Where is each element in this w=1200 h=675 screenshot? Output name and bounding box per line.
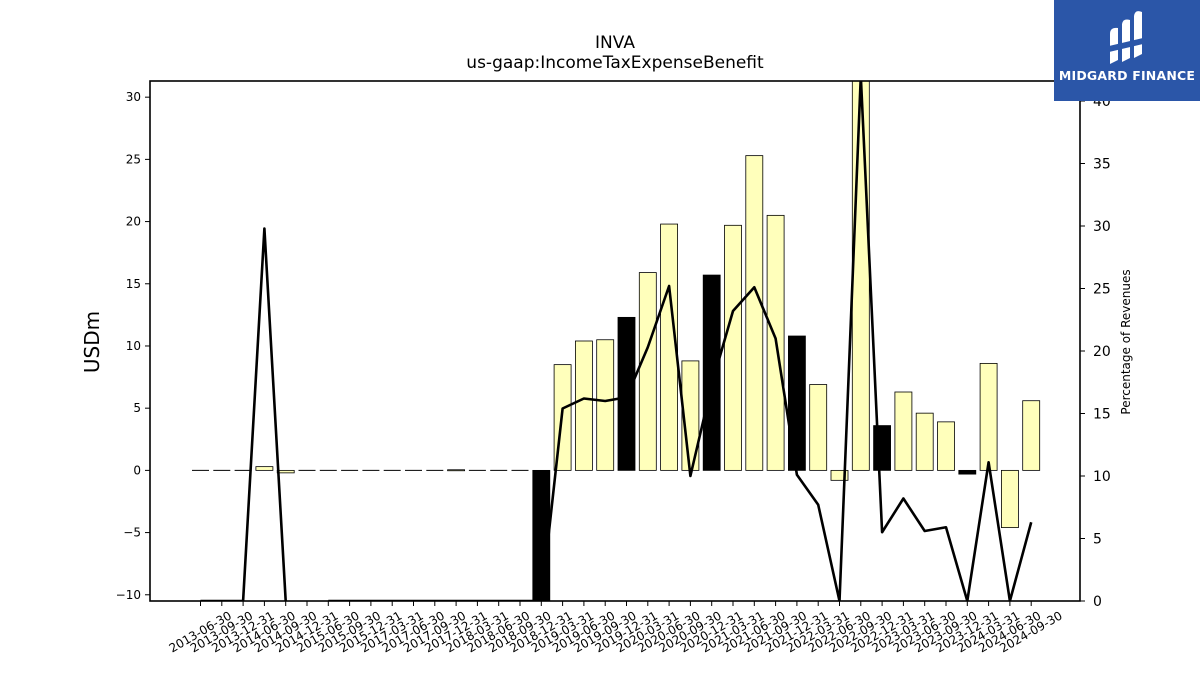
bar — [745, 155, 764, 471]
bar — [830, 469, 849, 481]
right-y-tick-label: 10 — [1093, 469, 1111, 485]
bar — [958, 469, 977, 475]
percentage-line — [200, 227, 287, 601]
right-y-axis-label: Percentage of Revenues — [1119, 269, 1133, 414]
right-y-tick-label: 15 — [1093, 407, 1111, 423]
bar — [937, 421, 955, 471]
midgard-finance-logo: MIDGARD FINANCE — [1054, 0, 1200, 101]
right-y-tick-label: 30 — [1093, 219, 1111, 235]
bar — [575, 340, 593, 471]
bar — [894, 391, 913, 471]
right-y-tick-label: 0 — [1093, 594, 1102, 610]
bar — [979, 362, 998, 471]
bar — [596, 339, 615, 471]
bar — [660, 223, 678, 471]
percentage-line — [328, 81, 1033, 601]
bar — [1022, 400, 1041, 471]
right-y-tick-label: 5 — [1093, 532, 1102, 548]
bar — [851, 80, 870, 471]
y-tick-label: −5 — [123, 526, 141, 540]
bar — [617, 316, 636, 471]
bars-layer — [192, 80, 1041, 602]
bar — [638, 272, 657, 471]
bar — [702, 274, 721, 471]
bar — [809, 384, 828, 471]
y-tick-label: 30 — [126, 90, 141, 104]
bar — [447, 469, 466, 472]
bar — [788, 335, 806, 471]
plot-frame — [149, 80, 1081, 602]
bar — [255, 466, 274, 471]
left-y-axis: −10 −5 0 5 10 15 20 25 30 — [116, 90, 150, 602]
logo-text: MIDGARD FINANCE — [1058, 68, 1196, 83]
right-y-tick-label: 35 — [1093, 157, 1111, 173]
bar — [276, 469, 295, 474]
bar — [1001, 469, 1019, 529]
y-tick-label: 15 — [126, 277, 141, 291]
x-axis: 2013-06-302013-09-302013-12-312014-06-30… — [167, 601, 1065, 655]
y-tick-label: −10 — [116, 588, 141, 602]
y-tick-label: 5 — [133, 401, 141, 415]
y-tick-label: 25 — [126, 152, 141, 166]
bar — [915, 412, 934, 471]
y-tick-label: 10 — [126, 339, 141, 353]
line-layer — [200, 81, 1033, 601]
y-tick-label: 20 — [126, 215, 141, 229]
chart-title: INVA — [595, 33, 635, 53]
right-y-tick-label: 25 — [1093, 282, 1111, 298]
chart-subtitle: us-gaap:IncomeTaxExpenseBenefit — [466, 53, 764, 73]
y-tick-label: 0 — [133, 463, 141, 477]
midgard-logo-icon — [1109, 11, 1143, 64]
right-y-tick-label: 20 — [1093, 344, 1111, 360]
y-axis-label: USDm — [80, 311, 104, 373]
bar — [724, 224, 742, 471]
